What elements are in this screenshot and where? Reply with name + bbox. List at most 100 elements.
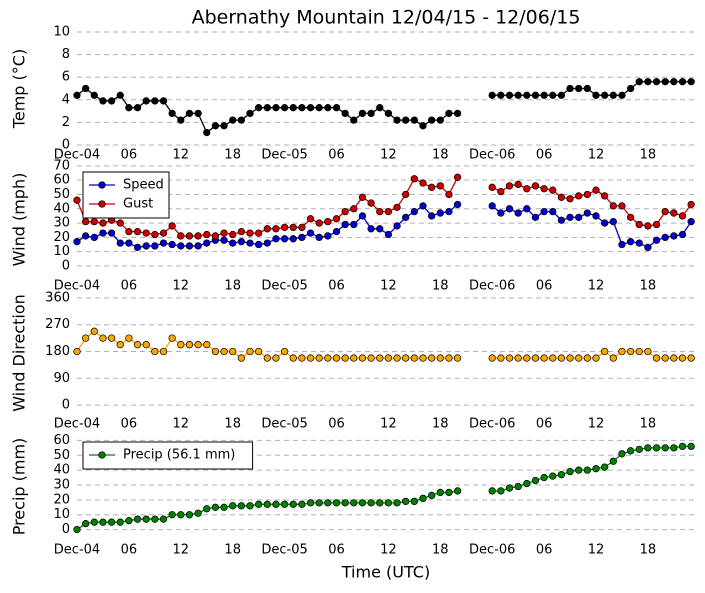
data-point [652, 78, 661, 86]
x-tick-label: Dec-04 [54, 148, 100, 163]
data-point [306, 215, 315, 223]
y-tick-label: 70 [53, 158, 70, 173]
data-point [142, 229, 150, 237]
data-point [566, 195, 574, 203]
data-point [419, 202, 427, 210]
x-tick-label: 06 [121, 148, 138, 163]
data-point [142, 341, 150, 349]
data-point [203, 128, 211, 137]
data-point [159, 515, 168, 523]
data-point [497, 487, 505, 495]
data-point [575, 192, 583, 200]
data-point [549, 91, 557, 99]
data-point [358, 212, 367, 220]
x-tick-label: 06 [121, 417, 138, 432]
data-point [670, 78, 678, 86]
data-point [73, 196, 81, 204]
y-tick-label: 50 [53, 187, 70, 202]
data-point [505, 182, 514, 190]
data-point [358, 109, 367, 118]
data-point [133, 228, 142, 236]
data-point [445, 109, 453, 118]
data-point [523, 205, 531, 213]
data-point [531, 354, 540, 362]
data-point [583, 84, 591, 93]
data-point [687, 354, 695, 362]
data-point [626, 84, 635, 93]
data-point [194, 509, 202, 517]
data-point [272, 235, 280, 243]
data-point [177, 341, 185, 349]
data-point [194, 232, 202, 240]
data-point [220, 236, 228, 244]
data-point [185, 242, 194, 250]
data-point [670, 209, 678, 217]
data-point [453, 200, 462, 209]
data-point [185, 109, 194, 118]
data-point [419, 179, 427, 187]
data-point [618, 91, 626, 99]
data-point [687, 78, 695, 86]
data-point [635, 445, 643, 453]
data-point [159, 239, 168, 247]
data-point [635, 78, 643, 86]
data-point [350, 205, 358, 213]
y-tick-label: 270 [45, 317, 70, 332]
data-point [272, 354, 280, 362]
data-point [583, 354, 591, 362]
data-point [324, 232, 332, 240]
data-point [652, 354, 661, 362]
data-point [99, 518, 107, 526]
x-tick-label: 06 [328, 148, 345, 163]
data-point [592, 465, 600, 473]
data-point [107, 334, 116, 342]
data-point [185, 232, 194, 240]
data-point [116, 219, 124, 227]
x-tick-label: 18 [432, 417, 449, 432]
data-point [601, 219, 609, 227]
data-point [661, 233, 669, 242]
data-point [324, 104, 332, 112]
x-tick-label: 12 [380, 148, 397, 163]
data-point [626, 447, 635, 455]
data-point [133, 515, 142, 523]
x-tick-label: Dec-05 [261, 417, 307, 432]
y-tick-label: 90 [53, 371, 70, 386]
data-point [332, 354, 341, 362]
data-point [177, 511, 185, 519]
chart-title: Abernathy Mountain 12/04/15 - 12/06/15 [192, 7, 581, 29]
y-tick-label: 6 [62, 70, 70, 85]
data-point [384, 109, 393, 118]
data-point [229, 502, 237, 510]
data-point [514, 180, 522, 189]
data-point [497, 187, 505, 196]
x-tick-label: 12 [173, 148, 190, 163]
data-point [531, 476, 540, 485]
data-point [263, 500, 271, 508]
data-point [237, 116, 246, 124]
data-point [90, 233, 98, 242]
data-point [142, 97, 150, 105]
data-point [90, 518, 98, 526]
data-point [410, 354, 419, 362]
data-point [575, 466, 583, 474]
data-point [298, 104, 306, 112]
data-point [229, 239, 237, 247]
data-point [263, 104, 271, 112]
data-point [194, 242, 202, 250]
data-point [315, 233, 323, 242]
data-point [367, 199, 375, 207]
data-point [531, 213, 540, 222]
y-tick-label: 50 [53, 448, 70, 463]
x-tick-label: 12 [173, 417, 190, 432]
data-point [237, 238, 246, 246]
data-point [540, 207, 548, 216]
data-point [315, 104, 323, 112]
data-point [350, 220, 358, 229]
data-point [670, 444, 678, 452]
data-point [652, 444, 661, 452]
x-tick-label: 06 [536, 417, 553, 432]
data-point [626, 347, 635, 356]
x-tick-label: 06 [121, 543, 138, 558]
data-point [635, 347, 643, 356]
